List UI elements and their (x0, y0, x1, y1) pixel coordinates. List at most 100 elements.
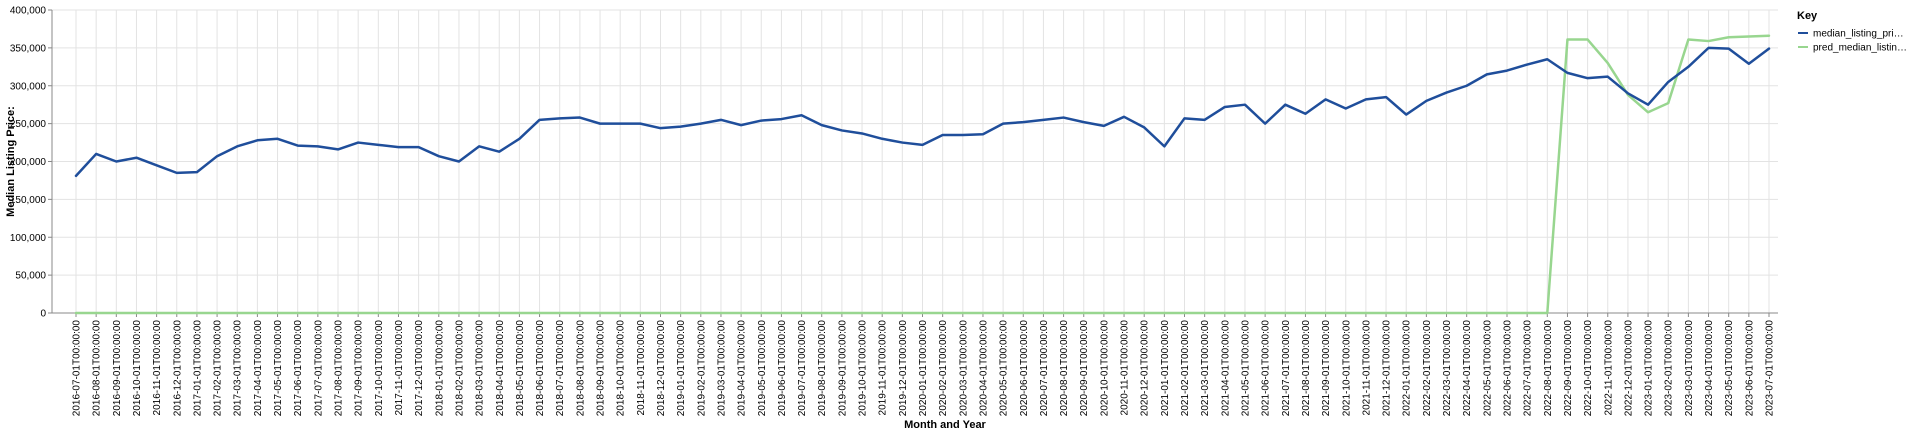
x-tick-label: 2020-06-01T00:00:00 (1019, 320, 1030, 417)
x-tick-label: 2021-04-01T00:00:00 (1220, 320, 1231, 417)
x-tick-label: 2016-07-01T00:00:00 (72, 320, 83, 417)
x-tick-label: 2022-11-01T00:00:00 (1603, 320, 1614, 416)
x-tick-label: 2022-01-01T00:00:00 (1402, 320, 1413, 417)
y-axis-ticks: 0 50,000 100,000 150,000 200,000 250,000 300,0… (10, 6, 52, 320)
x-tick-label: 2017-09-01T00:00:00 (354, 320, 365, 417)
y-tick-label: 100,000 (10, 233, 47, 244)
x-tick-label: 2019-10-01T00:00:00 (858, 320, 869, 417)
x-tick-label: 2018-12-01T00:00:00 (656, 320, 667, 417)
x-tick-label: 2022-09-01T00:00:00 (1563, 320, 1574, 417)
x-tick-label: 2017-05-01T00:00:00 (273, 320, 284, 417)
x-tick-label: 2023-01-01T00:00:00 (1644, 320, 1655, 417)
legend-label-pred-median-listing-price: pred_median_listin… (1813, 43, 1907, 54)
x-tick-label: 2018-05-01T00:00:00 (515, 320, 526, 417)
x-tick-label: 2020-10-01T00:00:00 (1099, 320, 1110, 417)
x-tick-label: 2016-09-01T00:00:00 (112, 320, 123, 417)
x-tick-label: 2018-07-01T00:00:00 (555, 320, 566, 417)
gridlines (52, 9, 1778, 314)
series-line-median-listing-price (74, 46, 1771, 178)
x-tick-label: 2021-01-01T00:00:00 (1160, 320, 1171, 417)
x-tick-label: 2016-08-01T00:00:00 (92, 320, 103, 417)
x-tick-label: 2023-06-01T00:00:00 (1744, 320, 1755, 417)
y-tick-label: 150,000 (10, 195, 47, 206)
x-tick-label: 2017-08-01T00:00:00 (334, 320, 345, 417)
x-axis-title: Month and Year (904, 419, 986, 431)
x-tick-label: 2021-12-01T00:00:00 (1382, 320, 1393, 417)
x-tick-label: 2023-05-01T00:00:00 (1724, 320, 1735, 417)
x-tick-label: 2023-02-01T00:00:00 (1664, 320, 1675, 417)
x-tick-label: 2017-04-01T00:00:00 (253, 320, 264, 417)
x-tick-label: 2020-04-01T00:00:00 (978, 320, 989, 417)
x-tick-label: 2021-11-01T00:00:00 (1361, 320, 1372, 416)
x-tick-label: 2018-08-01T00:00:00 (575, 320, 586, 417)
x-tick-label: 2019-02-01T00:00:00 (696, 320, 707, 417)
x-tick-label: 2017-01-01T00:00:00 (192, 320, 203, 417)
x-tick-label: 2018-02-01T00:00:00 (454, 320, 465, 417)
x-tick-label: 2022-10-01T00:00:00 (1583, 320, 1594, 417)
x-tick-label: 2019-12-01T00:00:00 (898, 320, 909, 417)
x-tick-label: 2021-08-01T00:00:00 (1301, 320, 1312, 417)
x-tick-label: 2020-12-01T00:00:00 (1140, 320, 1151, 417)
x-tick-label: 2017-03-01T00:00:00 (233, 320, 244, 417)
y-tick-label: 350,000 (10, 43, 47, 54)
x-tick-label: 2016-10-01T00:00:00 (132, 320, 143, 417)
x-tick-label: 2021-07-01T00:00:00 (1281, 320, 1292, 417)
x-tick-label: 2023-03-01T00:00:00 (1684, 320, 1695, 417)
x-tick-label: 2019-01-01T00:00:00 (676, 320, 687, 417)
legend-title: Key (1797, 10, 1818, 22)
x-tick-label: 2017-07-01T00:00:00 (313, 320, 324, 417)
x-tick-label: 2019-06-01T00:00:00 (777, 320, 788, 417)
x-tick-label: 2020-07-01T00:00:00 (1039, 320, 1050, 417)
x-tick-label: 2022-12-01T00:00:00 (1623, 320, 1634, 417)
x-tick-label: 2020-03-01T00:00:00 (958, 320, 969, 417)
x-tick-label: 2019-08-01T00:00:00 (817, 320, 828, 417)
x-tick-label: 2022-08-01T00:00:00 (1543, 320, 1554, 417)
x-tick-label: 2019-04-01T00:00:00 (737, 320, 748, 417)
x-tick-label: 2022-04-01T00:00:00 (1462, 320, 1473, 417)
x-tick-label: 2020-02-01T00:00:00 (938, 320, 949, 417)
x-tick-label: 2020-08-01T00:00:00 (1059, 320, 1070, 417)
series-lines (74, 34, 1771, 315)
x-tick-label: 2019-05-01T00:00:00 (757, 320, 768, 417)
x-tick-label: 2019-03-01T00:00:00 (716, 320, 727, 417)
x-tick-label: 2017-12-01T00:00:00 (414, 320, 425, 417)
y-tick-label: 0 (40, 309, 46, 320)
y-tick-label: 300,000 (10, 81, 47, 92)
x-tick-label: 2020-05-01T00:00:00 (999, 320, 1010, 417)
x-tick-label: 2018-03-01T00:00:00 (475, 320, 486, 417)
y-tick-label: 400,000 (10, 6, 47, 17)
x-tick-label: 2022-05-01T00:00:00 (1482, 320, 1493, 417)
x-tick-label: 2023-07-01T00:00:00 (1765, 320, 1776, 417)
legend: Key median_listing_pri… pred_median_list… (1797, 10, 1907, 54)
x-tick-label: 2018-01-01T00:00:00 (434, 320, 445, 417)
y-axis-title: Median Listing Price: (5, 106, 17, 217)
x-tick-label: 2018-09-01T00:00:00 (596, 320, 607, 417)
x-tick-label: 2019-07-01T00:00:00 (797, 320, 808, 417)
x-tick-label: 2018-06-01T00:00:00 (535, 320, 546, 417)
y-tick-label: 200,000 (10, 157, 47, 168)
y-tick-label: 50,000 (15, 271, 46, 282)
x-tick-label: 2017-11-01T00:00:00 (394, 320, 405, 416)
x-tick-label: 2021-09-01T00:00:00 (1321, 320, 1332, 417)
series-line-pred-median-listing-price (74, 34, 1771, 315)
x-tick-label: 2017-02-01T00:00:00 (213, 320, 224, 417)
x-tick-label: 2018-10-01T00:00:00 (616, 320, 627, 417)
legend-label-median-listing-price: median_listing_pri… (1813, 29, 1904, 40)
x-tick-label: 2016-11-01T00:00:00 (152, 320, 163, 416)
x-tick-label: 2020-09-01T00:00:00 (1079, 320, 1090, 417)
x-tick-label: 2020-01-01T00:00:00 (918, 320, 929, 417)
x-tick-label: 2022-02-01T00:00:00 (1422, 320, 1433, 417)
x-tick-label: 2017-10-01T00:00:00 (374, 320, 385, 417)
x-tick-label: 2020-11-01T00:00:00 (1120, 320, 1131, 416)
x-tick-label: 2022-06-01T00:00:00 (1502, 320, 1513, 417)
x-tick-label: 2016-12-01T00:00:00 (172, 320, 183, 417)
x-tick-label: 2021-02-01T00:00:00 (1180, 320, 1191, 417)
x-tick-label: 2019-09-01T00:00:00 (837, 320, 848, 417)
x-tick-label: 2022-03-01T00:00:00 (1442, 320, 1453, 417)
x-tick-label: 2021-03-01T00:00:00 (1200, 320, 1211, 417)
x-tick-label: 2021-05-01T00:00:00 (1240, 320, 1251, 417)
x-axis-ticks: 2016-07-01T00:00:00 2016-08-01T00:00:00 20… (72, 313, 1776, 416)
x-tick-label: 2018-04-01T00:00:00 (495, 320, 506, 417)
x-tick-label: 2019-11-01T00:00:00 (878, 320, 889, 416)
